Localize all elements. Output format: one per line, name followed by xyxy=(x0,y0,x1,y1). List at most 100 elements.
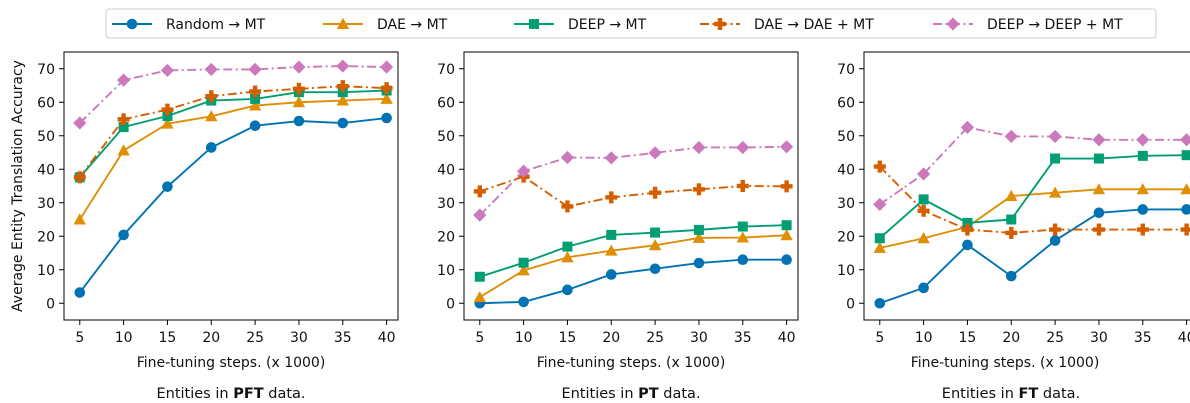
data-point xyxy=(1137,150,1148,161)
y-tick-label: 50 xyxy=(37,129,55,145)
series-line xyxy=(479,145,787,216)
data-point xyxy=(917,232,930,244)
data-point xyxy=(693,224,704,235)
data-point xyxy=(161,103,174,116)
data-point xyxy=(561,200,574,213)
y-tick-label: 60 xyxy=(837,95,855,111)
data-point xyxy=(649,263,661,275)
data-point xyxy=(962,217,973,228)
y-tick-label: 0 xyxy=(446,296,455,312)
data-point xyxy=(780,229,793,241)
data-point xyxy=(1136,133,1150,147)
data-point xyxy=(562,284,573,296)
y-tick-label: 30 xyxy=(837,196,855,212)
data-point xyxy=(692,183,705,196)
x-tick-label: 25 xyxy=(246,330,264,346)
x-tick-label: 35 xyxy=(334,330,352,346)
series-5 xyxy=(473,140,794,222)
series-line xyxy=(879,165,1187,234)
data-point xyxy=(118,229,129,241)
axes-frame xyxy=(63,51,399,321)
data-point xyxy=(736,231,749,243)
data-point xyxy=(73,213,86,225)
data-point xyxy=(1180,133,1190,147)
axes-frame xyxy=(863,51,1190,321)
legend-entry-3: DEEP → MT xyxy=(514,17,647,33)
chart-panel-3: 0 10 20 30 40 50 60 70 5 10 15 20 25 30 35 40 Fine-tunin… xyxy=(837,51,1190,402)
x-tick-label: 25 xyxy=(646,330,664,346)
y-tick-label: 60 xyxy=(437,95,455,111)
series-4 xyxy=(73,80,393,184)
data-point xyxy=(381,112,392,124)
series-4 xyxy=(873,160,1190,239)
data-point xyxy=(605,244,618,256)
x-tick-label: 15 xyxy=(959,330,977,346)
y-tick-label: 20 xyxy=(437,229,455,245)
data-point xyxy=(293,115,305,127)
data-point xyxy=(873,160,886,173)
data-point xyxy=(918,194,929,205)
series-3 xyxy=(474,220,792,282)
legend-entry-2: DAE → MT xyxy=(323,17,448,33)
data-point xyxy=(473,185,486,198)
data-point xyxy=(250,93,261,104)
x-tick-label: 20 xyxy=(202,330,220,346)
series-1 xyxy=(874,204,1190,309)
data-point xyxy=(1048,129,1062,144)
data-point xyxy=(562,241,573,252)
data-point xyxy=(380,82,393,95)
data-point xyxy=(118,122,129,133)
data-point xyxy=(781,254,792,265)
data-point xyxy=(648,146,662,160)
x-tick-label: 10 xyxy=(115,330,133,346)
y-tick-label: 30 xyxy=(437,196,455,212)
series-line xyxy=(79,89,387,178)
data-point xyxy=(1006,214,1017,225)
legend-entry-1: Random → MT xyxy=(112,17,266,33)
legend-label: DEEP → MT xyxy=(568,17,647,33)
data-point xyxy=(205,110,218,122)
data-point xyxy=(1050,153,1061,164)
series-3 xyxy=(874,150,1190,244)
x-tick-label: 40 xyxy=(778,330,796,346)
series-2 xyxy=(473,229,793,303)
series-line xyxy=(79,117,387,294)
data-point xyxy=(605,191,618,204)
y-tick-label: 40 xyxy=(837,162,855,178)
x-tick-label: 5 xyxy=(475,330,484,346)
data-point xyxy=(205,90,218,103)
x-tick-label: 30 xyxy=(1090,330,1108,346)
legend: Random → MT DAE → MT DEEP → MT DAE → DAE + … xyxy=(105,8,1157,39)
data-point xyxy=(1137,204,1149,215)
data-point xyxy=(292,82,305,95)
data-point xyxy=(73,171,86,184)
data-point xyxy=(649,186,662,199)
x-axis-label: Fine-tuning steps. (x 1000) xyxy=(137,355,326,371)
x-tick-label: 35 xyxy=(734,330,752,346)
data-point xyxy=(560,150,575,165)
data-point xyxy=(1005,189,1018,202)
data-point xyxy=(1092,223,1105,236)
data-point xyxy=(1181,204,1190,215)
data-point xyxy=(248,99,262,111)
data-point xyxy=(1136,223,1149,236)
series-5 xyxy=(873,120,1190,212)
data-point xyxy=(162,110,173,121)
x-tick-label: 20 xyxy=(602,330,620,346)
y-tick-label: 70 xyxy=(37,62,55,78)
data-point xyxy=(337,87,348,98)
data-point xyxy=(292,96,306,108)
data-point xyxy=(1048,186,1062,198)
legend-label: DAE → DAE + MT xyxy=(754,17,874,33)
data-point xyxy=(117,73,131,87)
data-point xyxy=(249,120,261,131)
data-point xyxy=(917,167,931,181)
data-point xyxy=(918,282,929,294)
series-2 xyxy=(873,183,1190,253)
data-point xyxy=(874,233,885,244)
series-2 xyxy=(73,92,393,225)
data-point xyxy=(873,241,886,253)
data-point xyxy=(692,231,706,243)
